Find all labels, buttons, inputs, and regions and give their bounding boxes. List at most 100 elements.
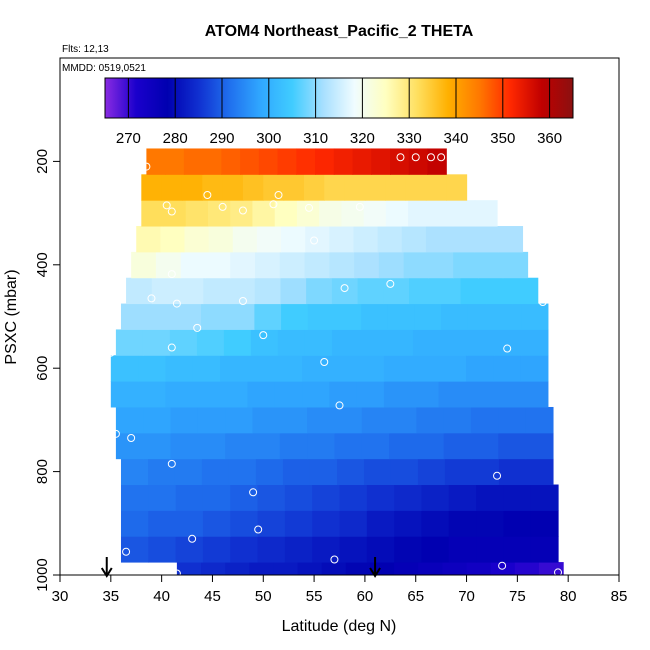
heatmap-cell [405, 174, 427, 201]
heatmap-cell [180, 251, 207, 279]
heatmap-cell [174, 303, 202, 330]
heatmap-cell [530, 536, 559, 563]
heatmap-cell [439, 329, 468, 356]
heatmap-cell [201, 458, 230, 486]
heatmap-cell [232, 226, 258, 253]
x-tick-label: 70 [458, 588, 475, 605]
heatmap-cell [302, 381, 330, 408]
heatmap-cell [141, 174, 163, 201]
heatmap-cell [277, 148, 297, 175]
heatmap-cell [249, 562, 275, 575]
heatmap-cell [283, 174, 305, 201]
heatmap-cell [296, 200, 320, 227]
heatmap-cell [120, 510, 149, 537]
colorbar-tick-label: 270 [116, 130, 141, 147]
heatmap-cell [252, 406, 281, 434]
heatmap-cell [427, 148, 447, 175]
heatmap-cell [356, 381, 385, 408]
heatmap-cell [394, 536, 423, 563]
colorbar-tick-label: 330 [397, 130, 422, 147]
heatmap-cell [503, 536, 532, 563]
y-tick-label: 200 [34, 149, 51, 174]
heatmap-cell [223, 329, 252, 356]
sample-point [493, 471, 502, 480]
heatmap-cell [165, 381, 194, 408]
heatmap-cell [446, 174, 468, 201]
heatmap-cell [304, 329, 333, 356]
heatmap-cell [201, 303, 229, 330]
heatmap-cell [221, 148, 241, 175]
heatmap-cell [428, 251, 454, 279]
heatmap-cell [520, 329, 549, 356]
sample-point [437, 153, 446, 162]
heatmap-cell [443, 432, 472, 460]
heatmap-cell [307, 432, 336, 460]
heatmap-cell [136, 226, 161, 253]
heatmap-cell [411, 381, 440, 408]
heatmap-cell [331, 329, 360, 356]
heatmap-cell [303, 174, 325, 201]
heatmap-cell [361, 406, 390, 434]
sample-point [172, 299, 181, 308]
heatmap-cell [115, 329, 144, 356]
heatmap-cell [357, 277, 384, 305]
heatmap-cell [146, 148, 166, 175]
heatmap-cell [324, 174, 346, 201]
heatmap-cell [474, 226, 499, 253]
heatmap-cell [202, 484, 231, 511]
x-tick-label: 45 [204, 588, 221, 605]
heatmap-cell [174, 458, 203, 486]
plot-frame [59, 57, 620, 576]
heatmap-cell [377, 226, 403, 253]
sample-point [167, 343, 176, 352]
sample-point [498, 561, 507, 570]
heatmap-cell [385, 329, 414, 356]
heatmap-cell [366, 484, 395, 511]
sample-point [269, 200, 278, 209]
heatmap-cell [165, 148, 185, 175]
sample-point [142, 162, 151, 171]
heatmap-cell [385, 174, 407, 201]
heatmap-cell [257, 536, 286, 563]
heatmap-cell [363, 458, 392, 486]
heatmap-cell [256, 226, 282, 253]
heatmap-cell [471, 458, 500, 486]
heatmap-cell [312, 510, 341, 537]
heatmap-cell [254, 277, 282, 305]
heatmap-cell [257, 510, 286, 537]
heatmap-cell [493, 329, 522, 356]
heatmap-cell [470, 406, 499, 434]
heatmap-cell [176, 562, 202, 575]
heatmap-cell [329, 381, 358, 408]
heatmap-cell [361, 303, 389, 330]
heatmap-cell [297, 562, 323, 575]
heatmap-cell [255, 458, 284, 486]
heatmap-cell [321, 562, 347, 575]
heatmap-cell [257, 484, 286, 511]
heatmap-cell [336, 458, 365, 486]
heatmap-cell [284, 510, 313, 537]
heatmap-cell [358, 329, 387, 356]
heatmap-cell [498, 406, 527, 434]
heatmap-cell [274, 381, 303, 408]
heatmap-cell [466, 562, 492, 575]
heatmap-cell [279, 406, 308, 434]
heatmap-cell [493, 381, 522, 408]
heatmap-cell [409, 277, 436, 305]
heatmap-cell [151, 277, 179, 305]
sample-point [167, 270, 176, 279]
heatmap-cell [230, 510, 259, 537]
heatmap-cell [307, 303, 336, 330]
sample-point [106, 348, 115, 357]
heatmap-cell [120, 458, 149, 486]
heatmap-cell [421, 510, 450, 537]
x-axis: 30 35 40 45 50 55 60 65 70 75 80 85 [52, 575, 627, 605]
heatmap-cell [160, 226, 186, 253]
heatmap-cell [530, 510, 559, 537]
heatmap-cell [205, 251, 231, 279]
heatmap-cell [148, 484, 177, 511]
sample-point [503, 344, 512, 353]
heatmap-cell [143, 432, 172, 460]
heatmap-cell [476, 510, 504, 537]
